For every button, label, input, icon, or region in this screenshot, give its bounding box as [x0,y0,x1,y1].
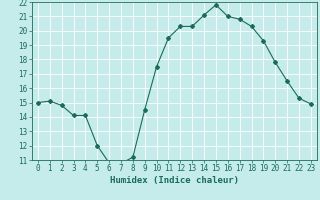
X-axis label: Humidex (Indice chaleur): Humidex (Indice chaleur) [110,176,239,185]
